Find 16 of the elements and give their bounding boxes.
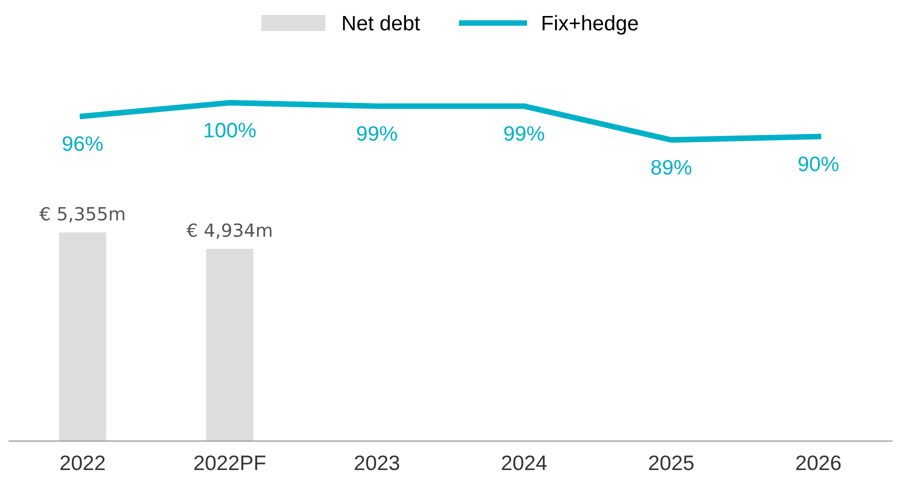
data-label: € 5,355m (39, 206, 124, 222)
legend-label: Net debt (343, 15, 420, 30)
data-label: 89% (651, 160, 692, 175)
data-label: 99% (504, 126, 544, 141)
x-tick-label: 2022 (60, 455, 105, 470)
x-tick-label: 2022PF (194, 455, 266, 470)
x-tick-label: 2024 (502, 455, 547, 470)
data-label: € 4,934m (186, 223, 272, 239)
x-tick-label: 2026 (796, 455, 841, 470)
data-label: 96% (62, 136, 103, 152)
data-label: 90% (798, 156, 839, 172)
x-tick-label: 2023 (354, 455, 400, 470)
x-tick-label: 2025 (649, 455, 694, 470)
data-label: 99% (357, 126, 398, 141)
data-label: 100% (204, 122, 256, 138)
legend-label: Fix+hedge (542, 15, 638, 35)
